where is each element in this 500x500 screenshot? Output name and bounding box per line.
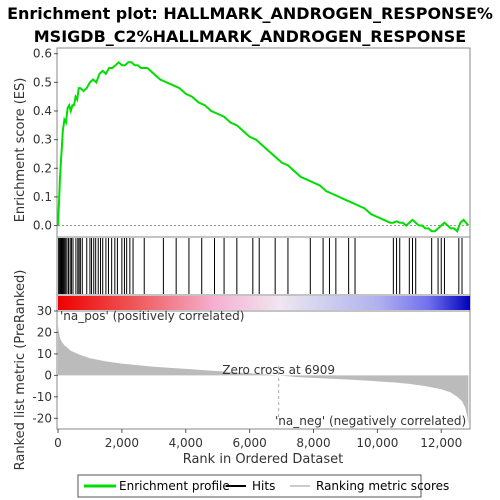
rank-color-bar — [58, 296, 470, 310]
legend-label-ranking-metric: Ranking metric scores — [316, 479, 449, 493]
negative-correlation-label: 'na_neg' (negatively correlated) — [275, 414, 466, 428]
es-y-tick-label: 0.1 — [33, 190, 52, 204]
hits-panel — [56, 236, 471, 296]
hit-markers — [58, 238, 463, 294]
legend-label-enrichment-profile: Enrichment profile — [119, 479, 230, 493]
es-y-tick-label: 0.6 — [33, 47, 52, 61]
x-axis-label: Rank in Ordered Dataset — [183, 452, 344, 467]
x-tick-label: 0 — [54, 436, 62, 450]
metric-y-tick-label: 0 — [44, 368, 52, 382]
legend-box — [77, 474, 422, 498]
metric-y-tick-label: 30 — [37, 304, 52, 318]
es-y-tick-label: 0.5 — [33, 75, 52, 89]
plot-title-line1: Enrichment plot: HALLMARK_ANDROGEN_RESPO… — [7, 4, 493, 23]
legend-label-hits: Hits — [252, 479, 275, 493]
es-panel — [56, 47, 471, 238]
metric-y-tick-label: 10 — [37, 347, 52, 361]
zero-cross-label: Zero cross at 6909 — [222, 363, 335, 377]
es-y-tick-label: 0.3 — [33, 133, 52, 147]
metric-y-tick-label: -20 — [32, 411, 52, 425]
es-y-axis-label: Enrichment score (ES) — [13, 78, 28, 223]
x-tick-label: 4,000 — [169, 436, 203, 450]
ranking-metric-area — [58, 326, 469, 425]
metric-y-ticks: -20 -10 0 10 20 30 — [32, 304, 58, 425]
x-tick-label: 8,000 — [296, 436, 330, 450]
metric-y-tick-label: -10 — [32, 390, 52, 404]
plot-title-line2: MSIGDB_C2%HALLMARK_ANDROGEN_RESPONSE — [34, 27, 466, 46]
x-ticks: 0 2,000 4,000 6,000 8,000 10,000 12,000 — [54, 429, 462, 450]
x-tick-label: 6,000 — [232, 436, 266, 450]
es-y-ticks: 0.0 0.1 0.2 0.3 0.4 0.5 0.6 — [33, 47, 58, 233]
positive-correlation-label: 'na_pos' (positively correlated) — [60, 309, 244, 323]
es-y-tick-label: 0.0 — [33, 219, 52, 233]
es-y-tick-label: 0.2 — [33, 161, 52, 175]
es-y-tick-label: 0.4 — [33, 104, 52, 118]
x-tick-label: 2,000 — [105, 436, 139, 450]
metric-y-tick-label: 20 — [37, 325, 52, 339]
x-tick-label: 10,000 — [356, 436, 398, 450]
metric-y-axis-label: Ranked list metric (PreRanked) — [13, 270, 28, 471]
enrichment-profile-line — [57, 60, 470, 234]
x-tick-label: 12,000 — [420, 436, 462, 450]
